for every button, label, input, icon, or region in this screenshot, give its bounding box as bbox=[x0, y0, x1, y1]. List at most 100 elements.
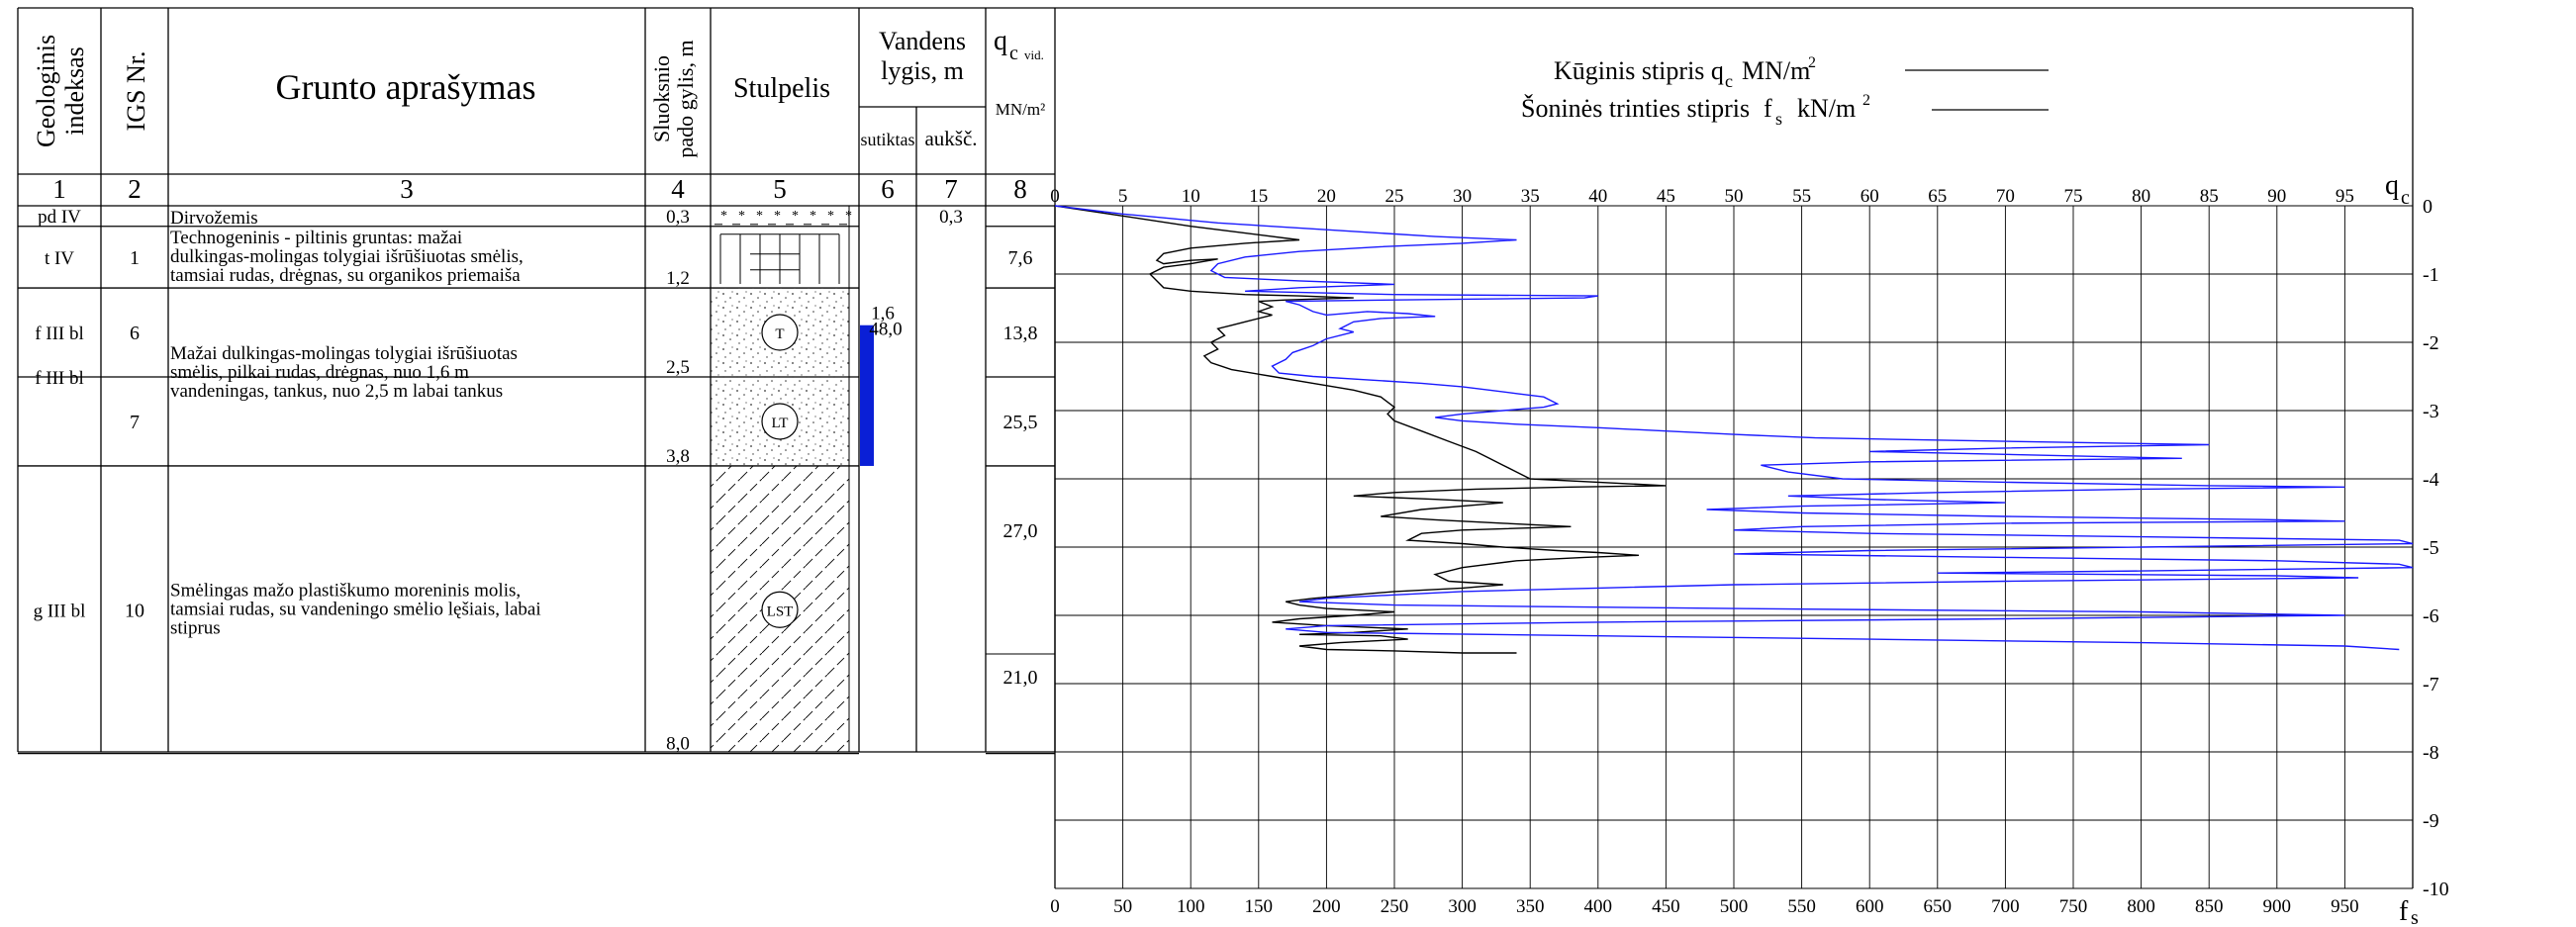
soil-description: vandeningas, tankus, nuo 2,5 m labai tan… bbox=[170, 381, 503, 402]
fs-tick-label: 150 bbox=[1245, 896, 1274, 917]
qc-tick-label: 85 bbox=[2200, 186, 2219, 207]
fs-tick-label: 650 bbox=[1924, 896, 1953, 917]
geologic-index: g III bl bbox=[34, 601, 86, 621]
fs-tick-label: 600 bbox=[1856, 896, 1884, 917]
depth-tick-label: -10 bbox=[2423, 879, 2449, 900]
water-found-depth: 1,6 bbox=[871, 304, 895, 324]
fs-tick-label: 200 bbox=[1312, 896, 1341, 917]
layer-symbol-circle bbox=[761, 403, 799, 440]
qc-tick-label: 65 bbox=[1928, 186, 1947, 207]
igs-number: 1 bbox=[130, 247, 140, 269]
depth-tick-label: -7 bbox=[2423, 674, 2439, 695]
column-number: 5 bbox=[773, 174, 787, 204]
depth-tick-label: 0 bbox=[2423, 196, 2433, 218]
header-grunto-aprasymas: Grunto aprašymas bbox=[276, 67, 536, 107]
fs-tick-label: 750 bbox=[2059, 896, 2088, 917]
soil-star: * bbox=[810, 209, 816, 224]
fs-tick-label: 700 bbox=[1991, 896, 2020, 917]
qc-tick-label: 45 bbox=[1657, 186, 1675, 207]
layer-3: LT 7 3,8 25,5 bbox=[18, 377, 1055, 467]
soil-description: Technogeninis - piltinis gruntas: mažai bbox=[170, 228, 462, 248]
fs-tick-label: 0 bbox=[1050, 896, 1060, 917]
soil-star: * bbox=[720, 209, 727, 224]
geologic-index: f III bl bbox=[35, 324, 84, 344]
qc-tick-label: 5 bbox=[1118, 186, 1128, 207]
soil-star: * bbox=[756, 209, 763, 224]
layer-symbol-circle bbox=[761, 314, 799, 351]
soil-description: smėlis, pilkai rudas, drėgnas, nuo 1,6 m bbox=[170, 362, 469, 383]
water-bar bbox=[860, 324, 874, 466]
soil-layers: * * * * * * * * pd IV Dirvožemis 0,3 0,3 t IV 1 Techno… bbox=[18, 207, 1055, 755]
soil-description: tamsiai rudas, drėgnas, su organikos pri… bbox=[170, 265, 521, 286]
depth-tick-label: -3 bbox=[2423, 401, 2439, 422]
geologic-index: f III bl bbox=[35, 368, 84, 389]
column-number: 4 bbox=[671, 174, 685, 204]
depth-tick-label: -8 bbox=[2423, 742, 2439, 764]
legend-qc-sup: 2 bbox=[1808, 54, 1816, 71]
geologic-index: pd IV bbox=[38, 207, 81, 228]
fs-tick-label: 900 bbox=[2263, 896, 2292, 917]
layer-symbol-label: LT bbox=[772, 416, 789, 431]
fs-tick-label: 300 bbox=[1448, 896, 1477, 917]
fs-tick-label: 850 bbox=[2195, 896, 2224, 917]
soil-description: dulkingas-molingas tolygiai išrūšiuotas … bbox=[170, 246, 524, 267]
qc-average: 21,0 bbox=[1003, 667, 1038, 689]
fs-tick-label: 100 bbox=[1177, 896, 1205, 917]
depth-tick-label: -5 bbox=[2423, 537, 2439, 559]
qc-axis-label-sub: c bbox=[2401, 187, 2410, 209]
header-qc-q: q bbox=[994, 26, 1007, 56]
fs-tick-label: 350 bbox=[1516, 896, 1545, 917]
water-level-elevation: 48,0 bbox=[869, 320, 902, 340]
legend-qc-sub: c bbox=[1725, 71, 1733, 91]
qc-tick-label: 15 bbox=[1249, 186, 1268, 207]
qc-tick-label: 75 bbox=[2064, 186, 2083, 207]
legend-fs-sup: 2 bbox=[1862, 92, 1870, 109]
header-qc-unit: MN/m² bbox=[996, 100, 1045, 119]
layer-symbol-circle bbox=[761, 591, 799, 628]
layer-depth: 1,2 bbox=[666, 268, 690, 289]
header-indeksas: indeksas bbox=[60, 46, 89, 136]
layer-1: t IV 1 Technogeninis - piltinis gruntas: m… bbox=[18, 228, 1055, 289]
header-geologinis: Geologinis bbox=[32, 35, 60, 147]
fs-tick-label: 800 bbox=[2127, 896, 2155, 917]
header-qc-c: c bbox=[1009, 43, 1018, 64]
qc-tick-label: 95 bbox=[2336, 186, 2354, 207]
legend-fs-unit: kN/m bbox=[1797, 94, 1856, 123]
qc-tick-label: 55 bbox=[1792, 186, 1811, 207]
qc-average: 7,6 bbox=[1008, 247, 1033, 269]
geologic-index: t IV bbox=[45, 248, 74, 269]
qc-average: 13,8 bbox=[1003, 323, 1038, 344]
depth-tick-label: -9 bbox=[2423, 810, 2439, 832]
column-number: 6 bbox=[881, 174, 895, 204]
soil-description: Smėlingas mažo plastiškumo moreninis mol… bbox=[170, 580, 521, 601]
soil-star: * bbox=[845, 209, 852, 224]
fs-tick-label: 50 bbox=[1113, 896, 1132, 917]
layer-4: LST g III bl 10 Smėlingas mažo plastiškumo … bbox=[18, 465, 1055, 755]
column-number: 7 bbox=[944, 174, 958, 204]
soil-description: stiprus bbox=[170, 617, 221, 638]
column-number: 2 bbox=[128, 174, 142, 204]
layer-0: * * * * * * * * pd IV Dirvožemis 0,3 0,3 bbox=[18, 207, 1055, 229]
qc-tick-label: 50 bbox=[1725, 186, 1744, 207]
qc-average: 27,0 bbox=[1003, 520, 1038, 542]
soil-star: * bbox=[738, 209, 745, 224]
header-lygis: lygis, m bbox=[881, 56, 964, 85]
depth-tick-label: -6 bbox=[2423, 605, 2439, 627]
igs-number: 10 bbox=[125, 600, 144, 621]
legend-qc-text: Kūginis stipris q bbox=[1554, 56, 1724, 85]
layer-depth: 3,8 bbox=[666, 446, 690, 467]
soil-star: * bbox=[792, 209, 799, 224]
table-headers: Geologinis indeksas IGS Nr. Grunto aprašyma… bbox=[32, 26, 1045, 204]
column-number: 1 bbox=[52, 174, 66, 204]
header-pado-gylis: pado gylis, m bbox=[673, 40, 698, 157]
qc-tick-label: 30 bbox=[1453, 186, 1472, 207]
legend-qc-unit: MN/m bbox=[1742, 56, 1810, 85]
qc-tick-label: 40 bbox=[1588, 186, 1607, 207]
fs-axis-label-sub: s bbox=[2411, 907, 2419, 927]
layer-symbol-label: T bbox=[775, 326, 784, 342]
header-auksc: aukšč. bbox=[924, 127, 977, 150]
qc-axis-label: q bbox=[2385, 170, 2399, 201]
soil-description: Dirvožemis bbox=[170, 208, 258, 229]
depth-tick-label: -1 bbox=[2423, 264, 2439, 286]
